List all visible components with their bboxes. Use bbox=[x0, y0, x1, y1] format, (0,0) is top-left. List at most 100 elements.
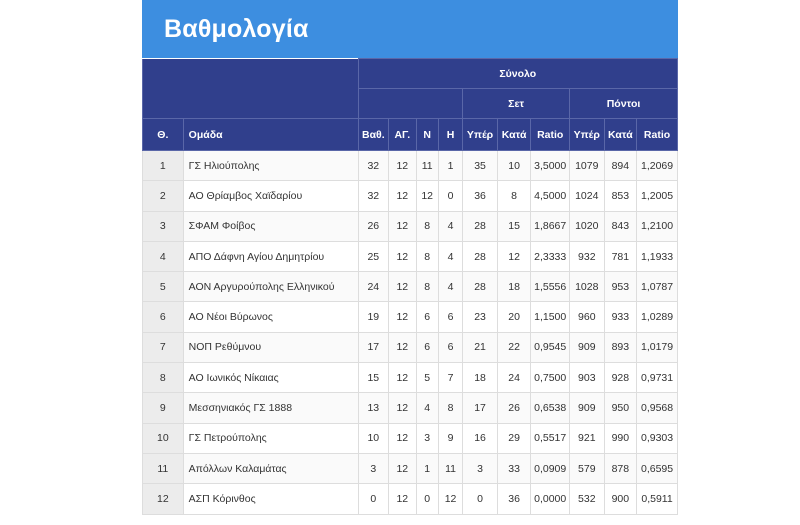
row-position: 1 bbox=[142, 149, 184, 182]
row-points: 26 bbox=[357, 210, 390, 242]
row-sets-ratio: 3,5000 bbox=[530, 149, 570, 182]
row-played: 12 bbox=[388, 271, 417, 303]
column-header-team: Ομάδα bbox=[182, 118, 359, 151]
row-points: 15 bbox=[357, 362, 390, 394]
row-points-against: 928 bbox=[603, 362, 638, 394]
row-sets-for: 28 bbox=[462, 210, 498, 242]
row-points-for: 921 bbox=[569, 422, 605, 454]
row-points-for: 1020 bbox=[569, 210, 605, 242]
table-row: 8 ΑΟ Ιωνικός Νίκαιας 15 12 5 7 18 24 0,7500 903 92… bbox=[142, 362, 678, 394]
row-wins: 11 bbox=[415, 149, 439, 182]
row-losses: 11 bbox=[437, 452, 464, 485]
row-points-ratio: 1,1933 bbox=[636, 240, 678, 273]
row-sets-for: 21 bbox=[462, 331, 498, 364]
row-wins: 5 bbox=[415, 362, 439, 394]
row-points-against: 933 bbox=[603, 301, 638, 333]
row-played: 12 bbox=[388, 149, 417, 182]
table-body: 1 ΓΣ Ηλιούπολης 32 12 11 1 35 10 3,5000 1079 894 1,… bbox=[142, 149, 678, 515]
header-group-sets: Σετ bbox=[462, 88, 570, 119]
table-row: 10 ΓΣ Πετρούπολης 10 12 3 9 16 29 0,5517 921 990 0,… bbox=[142, 422, 678, 454]
row-points-ratio: 1,2069 bbox=[636, 149, 678, 182]
row-wins: 12 bbox=[415, 180, 439, 212]
row-sets-against: 24 bbox=[496, 362, 532, 394]
row-points-for: 909 bbox=[569, 331, 605, 364]
row-team-name: Μεσσηνιακός ΓΣ 1888 bbox=[182, 392, 359, 424]
row-position: 3 bbox=[142, 210, 184, 242]
row-points-ratio: 1,0289 bbox=[636, 301, 678, 333]
row-team-name: ΝΟΠ Ρεθύμνου bbox=[182, 331, 359, 364]
row-played: 12 bbox=[388, 422, 417, 454]
row-position: 12 bbox=[142, 483, 184, 515]
row-team-name: ΑΠΟ Δάφνη Αγίου Δημητρίου bbox=[182, 240, 359, 273]
row-played: 12 bbox=[388, 210, 417, 242]
row-points-ratio: 1,0179 bbox=[636, 331, 678, 364]
column-header-played: ΑΓ. bbox=[388, 118, 417, 151]
table-row: 9 Μεσσηνιακός ΓΣ 1888 13 12 4 8 17 26 0,6538 909 9… bbox=[142, 392, 678, 424]
row-team-name: Απόλλων Καλαμάτας bbox=[182, 452, 359, 485]
row-points: 32 bbox=[357, 149, 390, 182]
row-points-against: 953 bbox=[603, 271, 638, 303]
column-header-pos: Θ. bbox=[142, 118, 184, 151]
header-group-total: Σύνολο bbox=[357, 58, 679, 89]
row-team-name: ΑΟΝ Αργυρούπολης Ελληνικού bbox=[182, 271, 359, 303]
row-sets-against: 20 bbox=[496, 301, 532, 333]
row-points-against: 900 bbox=[603, 483, 638, 515]
table-row: 5 ΑΟΝ Αργυρούπολης Ελληνικού 24 12 8 4 28 18 1,5… bbox=[142, 271, 678, 303]
row-position: 7 bbox=[142, 331, 184, 364]
row-sets-ratio: 1,5556 bbox=[530, 271, 570, 303]
row-position: 9 bbox=[142, 392, 184, 424]
row-played: 12 bbox=[388, 301, 417, 333]
row-losses: 8 bbox=[437, 392, 464, 424]
row-points-for: 903 bbox=[569, 362, 605, 394]
row-losses: 4 bbox=[437, 271, 464, 303]
row-sets-for: 17 bbox=[462, 392, 498, 424]
row-sets-for: 28 bbox=[462, 271, 498, 303]
row-points-for: 909 bbox=[569, 392, 605, 424]
row-points: 19 bbox=[357, 301, 390, 333]
row-sets-against: 8 bbox=[496, 180, 532, 212]
page-title: Βαθμολογία bbox=[164, 14, 309, 43]
table-row: 11 Απόλλων Καλαμάτας 3 12 1 11 3 33 0,0909 579 878… bbox=[142, 452, 678, 485]
row-points-ratio: 0,6595 bbox=[636, 452, 678, 485]
row-losses: 7 bbox=[437, 362, 464, 394]
row-sets-ratio: 1,1500 bbox=[530, 301, 570, 333]
row-points-against: 893 bbox=[603, 331, 638, 364]
row-sets-ratio: 0,0909 bbox=[530, 452, 570, 485]
column-header-sets-ratio: Ratio bbox=[530, 118, 570, 151]
row-sets-against: 33 bbox=[496, 452, 532, 485]
row-sets-for: 3 bbox=[462, 452, 498, 485]
row-sets-for: 35 bbox=[462, 149, 498, 182]
column-header-losses: Η bbox=[437, 118, 464, 151]
column-header-sets-for: Υπέρ bbox=[462, 118, 498, 151]
row-wins: 6 bbox=[415, 301, 439, 333]
row-sets-against: 12 bbox=[496, 240, 532, 273]
column-header-pts: Βαθ. bbox=[357, 118, 390, 151]
row-points-against: 843 bbox=[603, 210, 638, 242]
row-sets-for: 28 bbox=[462, 240, 498, 273]
row-sets-ratio: 0,0000 bbox=[530, 483, 570, 515]
column-header-points-against: Κατά bbox=[603, 118, 638, 151]
row-points-ratio: 0,9303 bbox=[636, 422, 678, 454]
row-losses: 1 bbox=[437, 149, 464, 182]
row-position: 6 bbox=[142, 301, 184, 333]
table-row: 1 ΓΣ Ηλιούπολης 32 12 11 1 35 10 3,5000 1079 894 1,… bbox=[142, 149, 678, 182]
row-wins: 4 bbox=[415, 392, 439, 424]
header-spacer bbox=[142, 88, 359, 119]
row-points: 0 bbox=[357, 483, 390, 515]
table-row: 6 ΑΟ Νέοι Βύρωνος 19 12 6 6 23 20 1,1500 960 933 1,… bbox=[142, 301, 678, 333]
row-sets-for: 18 bbox=[462, 362, 498, 394]
row-points-ratio: 0,9568 bbox=[636, 392, 678, 424]
row-points-ratio: 0,5911 bbox=[636, 483, 678, 515]
row-points-for: 1024 bbox=[569, 180, 605, 212]
table-header: Σύνολο Σετ Πόντοι Θ. Ομάδα Βαθ. ΑΓ. Ν Η … bbox=[142, 58, 679, 151]
table-row: 2 ΑΟ Θρίαμβος Χαϊδαρίου 32 12 12 0 36 8 4,5000 10… bbox=[142, 180, 678, 212]
row-team-name: ΓΣ Ηλιούπολης bbox=[182, 149, 359, 182]
row-sets-against: 10 bbox=[496, 149, 532, 182]
row-team-name: ΑΣΠ Κόρινθος bbox=[182, 483, 359, 515]
row-position: 11 bbox=[142, 452, 184, 485]
row-points-ratio: 1,2005 bbox=[636, 180, 678, 212]
row-team-name: ΑΟ Νέοι Βύρωνος bbox=[182, 301, 359, 333]
row-sets-ratio: 1,8667 bbox=[530, 210, 570, 242]
row-wins: 6 bbox=[415, 331, 439, 364]
row-points: 10 bbox=[357, 422, 390, 454]
